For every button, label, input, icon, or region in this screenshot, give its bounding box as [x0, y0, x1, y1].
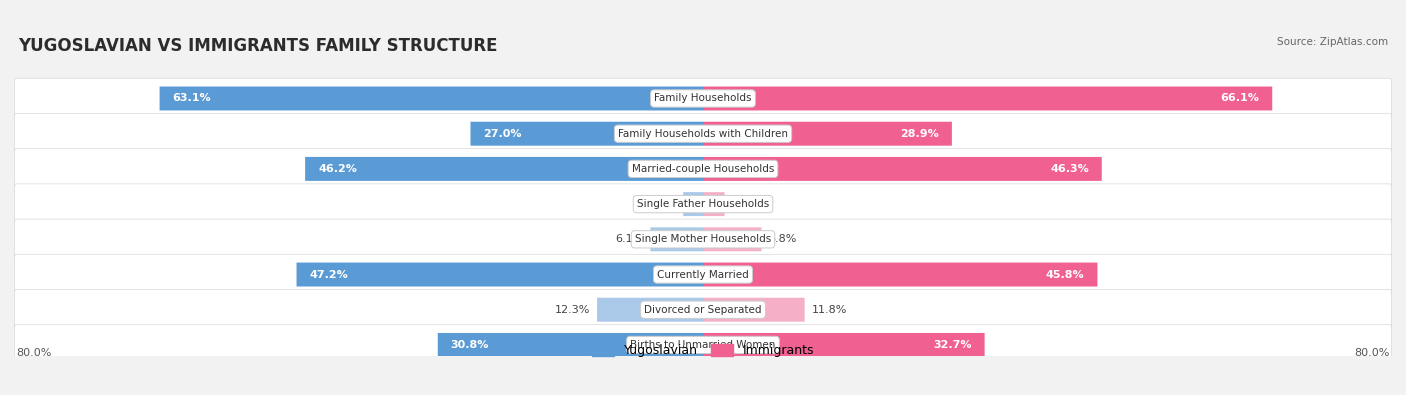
Text: Currently Married: Currently Married [657, 269, 749, 280]
FancyBboxPatch shape [14, 290, 1392, 330]
Text: 6.8%: 6.8% [769, 234, 797, 245]
Text: Source: ZipAtlas.com: Source: ZipAtlas.com [1277, 37, 1388, 47]
FancyBboxPatch shape [703, 333, 984, 357]
FancyBboxPatch shape [160, 87, 703, 111]
FancyBboxPatch shape [703, 122, 952, 146]
Text: 11.8%: 11.8% [811, 305, 846, 315]
Text: 80.0%: 80.0% [17, 348, 52, 358]
FancyBboxPatch shape [297, 263, 703, 286]
FancyBboxPatch shape [703, 228, 762, 251]
Text: Births to Unmarried Women: Births to Unmarried Women [630, 340, 776, 350]
Text: 27.0%: 27.0% [484, 129, 522, 139]
Text: 2.5%: 2.5% [731, 199, 759, 209]
FancyBboxPatch shape [703, 157, 1102, 181]
Text: Single Mother Households: Single Mother Households [636, 234, 770, 245]
FancyBboxPatch shape [703, 298, 804, 322]
FancyBboxPatch shape [305, 157, 703, 181]
Text: 2.3%: 2.3% [648, 199, 676, 209]
Text: 80.0%: 80.0% [1354, 348, 1389, 358]
Text: Family Households: Family Households [654, 94, 752, 103]
Text: YUGOSLAVIAN VS IMMIGRANTS FAMILY STRUCTURE: YUGOSLAVIAN VS IMMIGRANTS FAMILY STRUCTU… [18, 37, 498, 55]
Text: 66.1%: 66.1% [1220, 94, 1260, 103]
FancyBboxPatch shape [14, 113, 1392, 154]
FancyBboxPatch shape [14, 219, 1392, 260]
FancyBboxPatch shape [14, 325, 1392, 365]
FancyBboxPatch shape [683, 192, 703, 216]
FancyBboxPatch shape [651, 228, 703, 251]
Text: Married-couple Households: Married-couple Households [631, 164, 775, 174]
Text: 45.8%: 45.8% [1046, 269, 1084, 280]
FancyBboxPatch shape [14, 254, 1392, 295]
Text: 12.3%: 12.3% [555, 305, 591, 315]
Text: 47.2%: 47.2% [309, 269, 349, 280]
Text: Divorced or Separated: Divorced or Separated [644, 305, 762, 315]
FancyBboxPatch shape [703, 263, 1098, 286]
Text: Family Households with Children: Family Households with Children [619, 129, 787, 139]
FancyBboxPatch shape [471, 122, 703, 146]
Legend: Yugoslavian, Immigrants: Yugoslavian, Immigrants [586, 339, 820, 362]
FancyBboxPatch shape [703, 87, 1272, 111]
FancyBboxPatch shape [437, 333, 703, 357]
Text: Single Father Households: Single Father Households [637, 199, 769, 209]
FancyBboxPatch shape [14, 78, 1392, 119]
Text: 63.1%: 63.1% [173, 94, 211, 103]
FancyBboxPatch shape [14, 184, 1392, 224]
FancyBboxPatch shape [14, 149, 1392, 189]
Text: 28.9%: 28.9% [900, 129, 939, 139]
Text: 32.7%: 32.7% [934, 340, 972, 350]
Text: 6.1%: 6.1% [616, 234, 644, 245]
Text: 30.8%: 30.8% [451, 340, 489, 350]
Text: 46.3%: 46.3% [1050, 164, 1088, 174]
Text: 46.2%: 46.2% [318, 164, 357, 174]
FancyBboxPatch shape [598, 298, 703, 322]
FancyBboxPatch shape [703, 192, 724, 216]
